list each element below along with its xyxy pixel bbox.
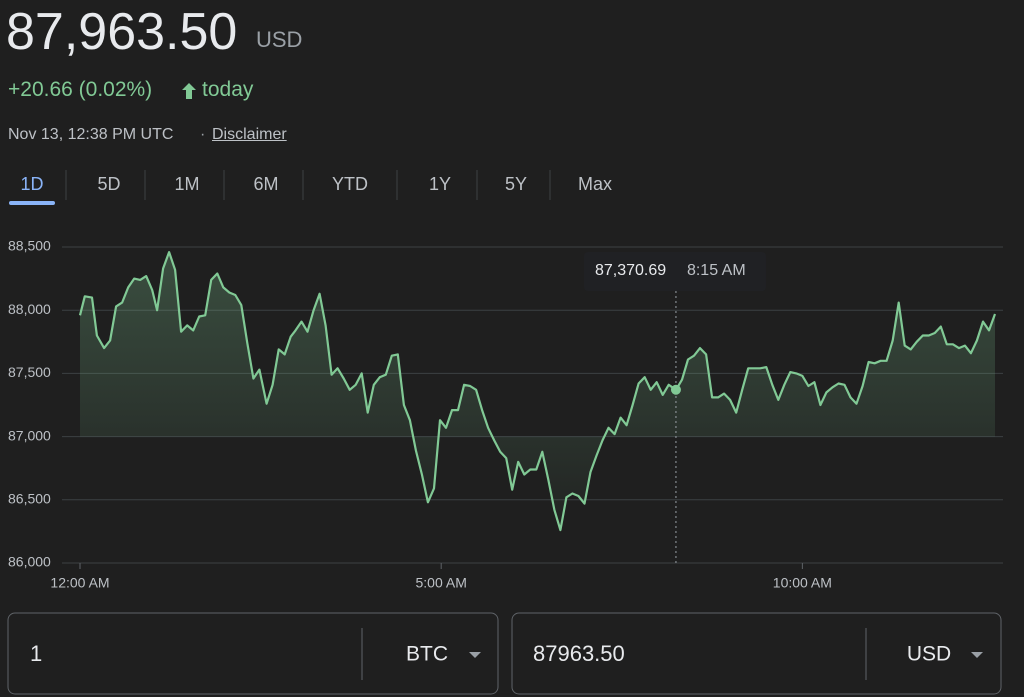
arrow-shape xyxy=(182,83,196,99)
y-tick-label: 88,000 xyxy=(8,301,51,317)
change: +20.66 (0.02%) xyxy=(8,78,153,101)
dropdown-caret xyxy=(971,652,983,658)
result-input[interactable]: 87963.50 xyxy=(533,641,625,666)
area-fill xyxy=(80,252,995,531)
amount-box[interactable] xyxy=(7,612,499,695)
currency: USD xyxy=(256,27,303,52)
from-currency[interactable]: BTC xyxy=(406,643,448,666)
result-box[interactable] xyxy=(511,612,1002,695)
y-tick-label: 87,000 xyxy=(8,427,51,443)
range-tab[interactable]: 1M xyxy=(174,174,199,194)
y-tick-label: 86,000 xyxy=(8,554,51,570)
range-tab[interactable]: YTD xyxy=(332,174,368,194)
x-tick-label: 12:00 AM xyxy=(50,575,109,591)
up-arrow xyxy=(182,83,196,99)
range-tab[interactable]: 6M xyxy=(253,174,278,194)
dropdown-caret xyxy=(469,652,481,658)
price-line xyxy=(78,251,997,532)
y-tick-label: 86,500 xyxy=(8,491,51,507)
x-tick-label: 10:00 AM xyxy=(773,575,832,591)
y-tick-label: 88,500 xyxy=(8,238,51,254)
range-tab[interactable]: 5Y xyxy=(505,174,527,194)
active-tab-underline xyxy=(9,201,55,205)
to-currency[interactable]: USD xyxy=(907,643,951,666)
hover-point xyxy=(670,384,681,395)
timestamp: Nov 13, 12:38 PM UTC xyxy=(8,126,174,143)
disclaimer-link[interactable]: Disclaimer xyxy=(212,126,287,143)
amount-input[interactable]: 1 xyxy=(30,641,42,666)
y-tick-label: 87,500 xyxy=(8,364,51,380)
change-period: today xyxy=(202,78,254,101)
tooltip-time: 8:15 AM xyxy=(687,262,746,279)
range-tab[interactable]: Max xyxy=(578,174,612,194)
range-tab[interactable]: 1Y xyxy=(429,174,451,194)
price: 87,963.50 xyxy=(6,3,238,61)
tooltip-value: 87,370.69 xyxy=(595,262,666,279)
x-tick-label: 5:00 AM xyxy=(415,575,466,591)
range-tab[interactable]: 5D xyxy=(97,174,120,194)
range-tab[interactable]: 1D xyxy=(20,174,43,194)
tooltip-box xyxy=(583,252,766,291)
separator: · xyxy=(200,126,206,143)
